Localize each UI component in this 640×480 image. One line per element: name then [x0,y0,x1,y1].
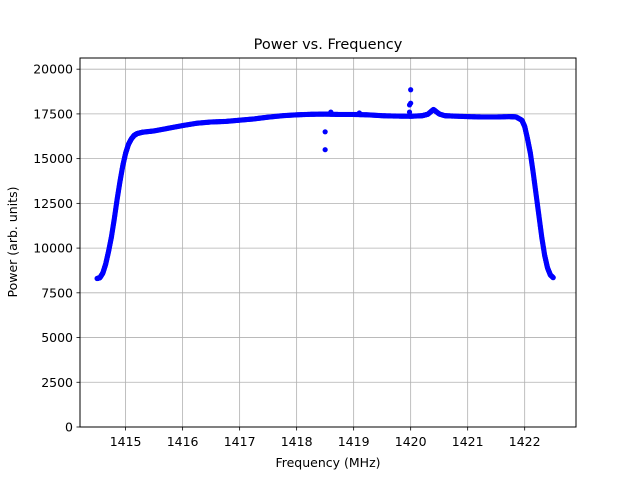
data-point-outlier [328,109,334,115]
x-tick-label: 1420 [395,434,427,449]
y-tick-label: 17500 [33,106,73,121]
y-tick-label: 0 [65,420,73,435]
x-tick-label: 1419 [338,434,370,449]
x-tick-label: 1417 [224,434,256,449]
data-point-outlier [406,102,413,108]
y-tick-label: 20000 [33,62,73,77]
data-point-outlier [322,129,328,135]
y-axis-label: Power (arb. units) [5,187,20,298]
data-point [550,275,556,281]
ticks: 1415 1416 1417 1418 1419 1420 1421 1422 0 2500 500… [33,62,540,449]
y-tick-label: 2500 [41,375,73,390]
plot-frame [79,57,577,428]
y-tick-label: 5000 [41,330,73,345]
data-point-outlier [322,147,328,153]
x-tick-label: 1418 [281,434,313,449]
y-tick-label: 7500 [41,285,73,300]
x-tick-label: 1415 [110,434,142,449]
data-points [94,87,556,282]
x-tick-label: 1422 [509,434,541,449]
y-tick-label: 15000 [33,151,73,166]
data-point-outlier [406,109,413,115]
y-tick-label: 12500 [33,196,73,211]
x-tick-label: 1416 [167,434,199,449]
x-axis-label: Frequency (MHz) [275,455,380,470]
chart-title: Power vs. Frequency [254,37,403,53]
data-point-outlier [356,110,362,116]
x-tick-label: 1421 [452,434,484,449]
data-point-outlier [408,87,414,93]
y-tick-label: 10000 [33,241,73,256]
